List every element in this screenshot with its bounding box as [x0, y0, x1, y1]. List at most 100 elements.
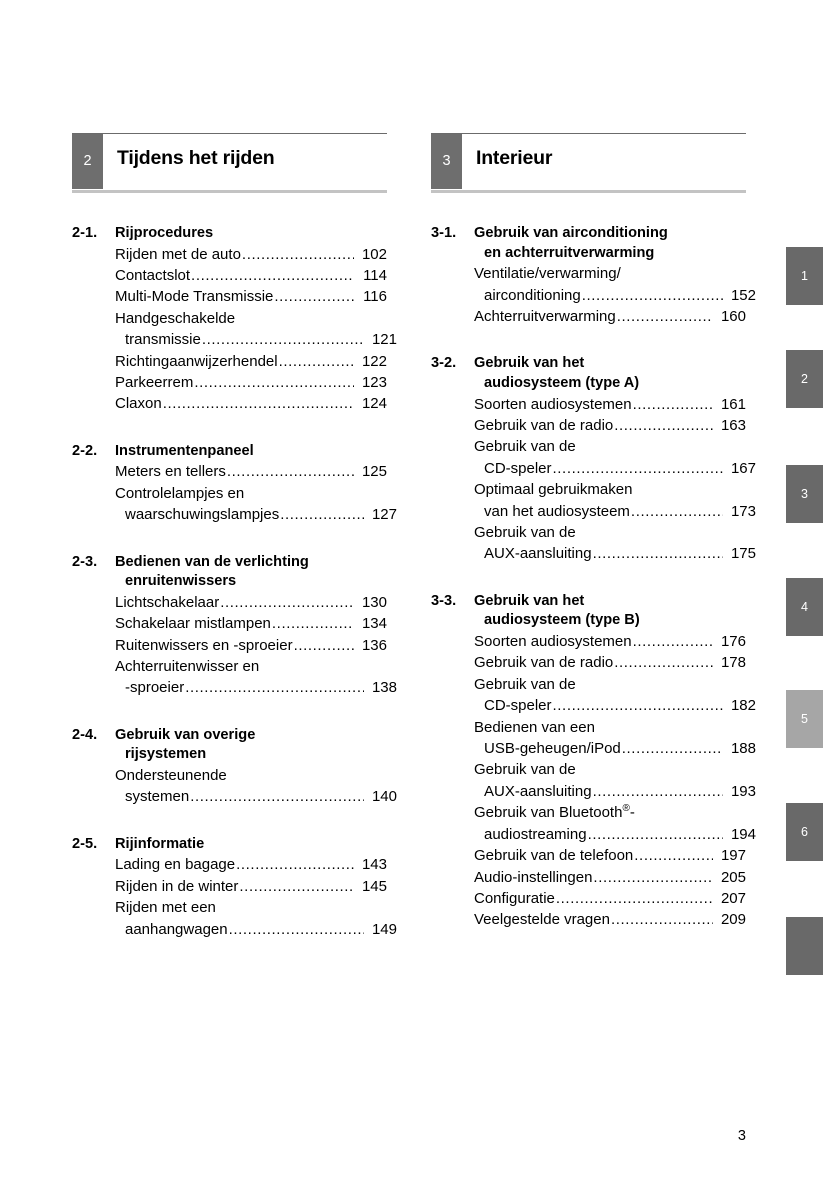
- toc-entry[interactable]: Bedienen van een USB-geheugen/iPod 188: [474, 717, 756, 760]
- toc-entry[interactable]: Controlelampjes en waarschuwingslampjes 12…: [115, 483, 397, 526]
- toc-entry[interactable]: Lading en bagage 143: [115, 854, 387, 875]
- section-heading[interactable]: 3-1. Gebruik van airconditioning en achter…: [431, 224, 746, 263]
- dot-leader: [588, 824, 723, 845]
- toc-entry-label: Soorten audiosystemen: [474, 633, 632, 651]
- toc-entry-line: Rijden in de winter 145: [115, 876, 387, 897]
- thumb-tab-6[interactable]: 6: [786, 803, 823, 861]
- toc-entry[interactable]: Ruitenwissers en -sproeier 136: [115, 635, 387, 656]
- toc-entry-line: aanhangwagen 149: [115, 919, 397, 940]
- thumb-tab-4[interactable]: 4: [786, 578, 823, 636]
- toc-entry-line: CD-speler 182: [474, 695, 756, 716]
- toc-entry[interactable]: Veelgestelde vragen 209: [474, 909, 746, 930]
- section-heading[interactable]: 2-3. Bedienen van de verlichting enruitenw…: [72, 553, 387, 592]
- thumb-tab-3[interactable]: 3: [786, 465, 823, 523]
- toc-entry-label: transmissie: [125, 331, 201, 349]
- toc-entry-line: Gebruik van de: [474, 522, 746, 543]
- toc-entry-line: Rijden met de auto 102: [115, 244, 387, 265]
- section-heading[interactable]: 2-4. Gebruik van overige rijsystemen: [72, 726, 387, 765]
- toc-entry[interactable]: Ventilatie/verwarming/airconditioning 152: [474, 263, 756, 306]
- registered-trademark-icon: ®: [622, 803, 630, 815]
- section-title: Gebruik van het audiosysteem (type A): [474, 354, 746, 393]
- toc-entry-label: aanhangwagen: [125, 920, 228, 938]
- toc-entry-label: van het audiosysteem: [484, 502, 630, 520]
- toc-entry[interactable]: Rijden met een aanhangwagen 149: [115, 897, 397, 940]
- thumb-tab-blank[interactable]: [786, 917, 823, 975]
- toc-entry[interactable]: Configuratie 207: [474, 888, 746, 909]
- toc-entry[interactable]: Parkeerrem 123: [115, 372, 387, 393]
- toc-entry-page: 149: [371, 920, 397, 938]
- toc-entry-line: Audio-instellingen 205: [474, 867, 746, 888]
- dot-leader: [163, 393, 354, 414]
- toc-entry[interactable]: Audio-instellingen 205: [474, 867, 746, 888]
- toc-entry[interactable]: Gebruik van de AUX-aansluiting 175: [474, 522, 756, 565]
- dot-leader: [280, 504, 364, 525]
- toc-entry-line: Parkeerrem 123: [115, 372, 387, 393]
- toc-entry[interactable]: Gebruik van de radio 178: [474, 652, 746, 673]
- thumb-tab-5[interactable]: 5: [786, 690, 823, 748]
- toc-entry[interactable]: Gebruik van de CD-speler 167: [474, 436, 756, 479]
- toc-entry[interactable]: Schakelaar mistlampen 134: [115, 613, 387, 634]
- section-entries: Meters en tellers 125 Controlelampjes en wa…: [115, 461, 397, 526]
- toc-entry[interactable]: Gebruik van de CD-speler 182: [474, 674, 756, 717]
- toc-entry[interactable]: Gebruik van de radio 163: [474, 415, 746, 436]
- toc-entry[interactable]: Soorten audiosystemen 176: [474, 631, 746, 652]
- toc-entry-label: Audio-instellingen: [474, 868, 593, 886]
- dot-leader: [242, 244, 354, 265]
- dot-leader: [617, 306, 713, 327]
- section-title-line: Instrumentenpaneel: [115, 442, 254, 459]
- section-heading[interactable]: 2-5. Rijinformatie: [72, 835, 387, 855]
- toc-columns: 2 Tijdens het rijden 2-1. Rijprocedures Rijd…: [72, 133, 756, 940]
- toc-entry-label: Contactslot: [115, 267, 191, 284]
- toc-entry-label: Gebruik van de: [474, 761, 576, 779]
- toc-entry-page: 176: [720, 633, 746, 651]
- toc-entry-label: Parkeerrem: [115, 374, 194, 392]
- dot-leader: [229, 919, 364, 940]
- dot-leader: [611, 909, 713, 930]
- toc-entry[interactable]: Rijden met de auto 102: [115, 244, 387, 265]
- section-number: 2-5.: [72, 835, 98, 852]
- dot-leader: [272, 613, 354, 634]
- section-title: Instrumentenpaneel: [115, 442, 387, 462]
- section-title-line: audiosysteem (type B): [484, 612, 640, 629]
- toc-entry[interactable]: Ondersteunende systemen 140: [115, 765, 397, 808]
- thumb-tab-2[interactable]: 2: [786, 350, 823, 408]
- toc-entry[interactable]: Claxon 124: [115, 393, 387, 414]
- toc-entry-label: Rijden met een: [115, 899, 216, 917]
- toc-entry-label: Gebruik van de telefoon: [474, 847, 634, 865]
- toc-entry[interactable]: Rijden in de winter 145: [115, 876, 387, 897]
- section-heading[interactable]: 3-3. Gebruik van het audiosysteem (type B): [431, 592, 746, 631]
- section-heading[interactable]: 2-2. Instrumentenpaneel: [72, 442, 387, 462]
- toc-entry-line: Gebruik van de: [474, 759, 746, 780]
- toc-entry[interactable]: Contactslot 114: [115, 265, 387, 286]
- section-heading[interactable]: 2-1. Rijprocedures: [72, 224, 387, 244]
- toc-entry-label: Schakelaar mistlampen: [115, 615, 271, 633]
- toc-entry-label: Ondersteunende: [115, 767, 227, 785]
- section-entries: Ondersteunende systemen 140: [115, 765, 397, 808]
- toc-entry-label: audiostreaming: [484, 825, 587, 843]
- dot-leader: [274, 286, 354, 307]
- section-number: 3-2.: [431, 355, 457, 372]
- toc-entry-page: 207: [720, 889, 746, 907]
- toc-entry-page: 138: [371, 679, 397, 697]
- section-entries: Soorten audiosystemen 161 Gebruik van de r…: [474, 394, 756, 565]
- toc-entry[interactable]: Lichtschakelaar 130: [115, 592, 387, 613]
- toc-entry[interactable]: Meters en tellers 125: [115, 461, 387, 482]
- thumb-tab-1[interactable]: 1: [786, 247, 823, 305]
- toc-entry[interactable]: Achterruitverwarming 160: [474, 306, 746, 327]
- toc-entry[interactable]: Richtingaanwijzerhendel 122: [115, 351, 387, 372]
- toc-entry-page: 205: [720, 868, 746, 886]
- toc-entry[interactable]: Handgeschakelde transmissie 121: [115, 308, 397, 351]
- toc-entry[interactable]: Multi-Mode Transmissie 116: [115, 286, 387, 307]
- toc-entry-line: transmissie 121: [115, 329, 397, 350]
- toc-section: 3-3. Gebruik van het audiosysteem (type B)…: [431, 592, 756, 931]
- toc-entry-line: -sproeier 138: [115, 677, 397, 698]
- toc-entry[interactable]: Achterruitenwisser en -sproeier 138: [115, 656, 397, 699]
- toc-entry-line: audiostreaming 194: [474, 824, 756, 845]
- toc-entry[interactable]: Gebruik van de AUX-aansluiting 193: [474, 759, 756, 802]
- section-heading[interactable]: 3-2. Gebruik van het audiosysteem (type A): [431, 354, 746, 393]
- toc-entry[interactable]: Optimaal gebruikmaken van het audiosystee…: [474, 479, 756, 522]
- toc-entry[interactable]: Gebruik van Bluetooth®- audiostreaming 194: [474, 802, 756, 845]
- toc-entry[interactable]: Soorten audiosystemen 161: [474, 394, 746, 415]
- dot-leader: [614, 652, 713, 673]
- toc-entry[interactable]: Gebruik van de telefoon 197: [474, 845, 746, 866]
